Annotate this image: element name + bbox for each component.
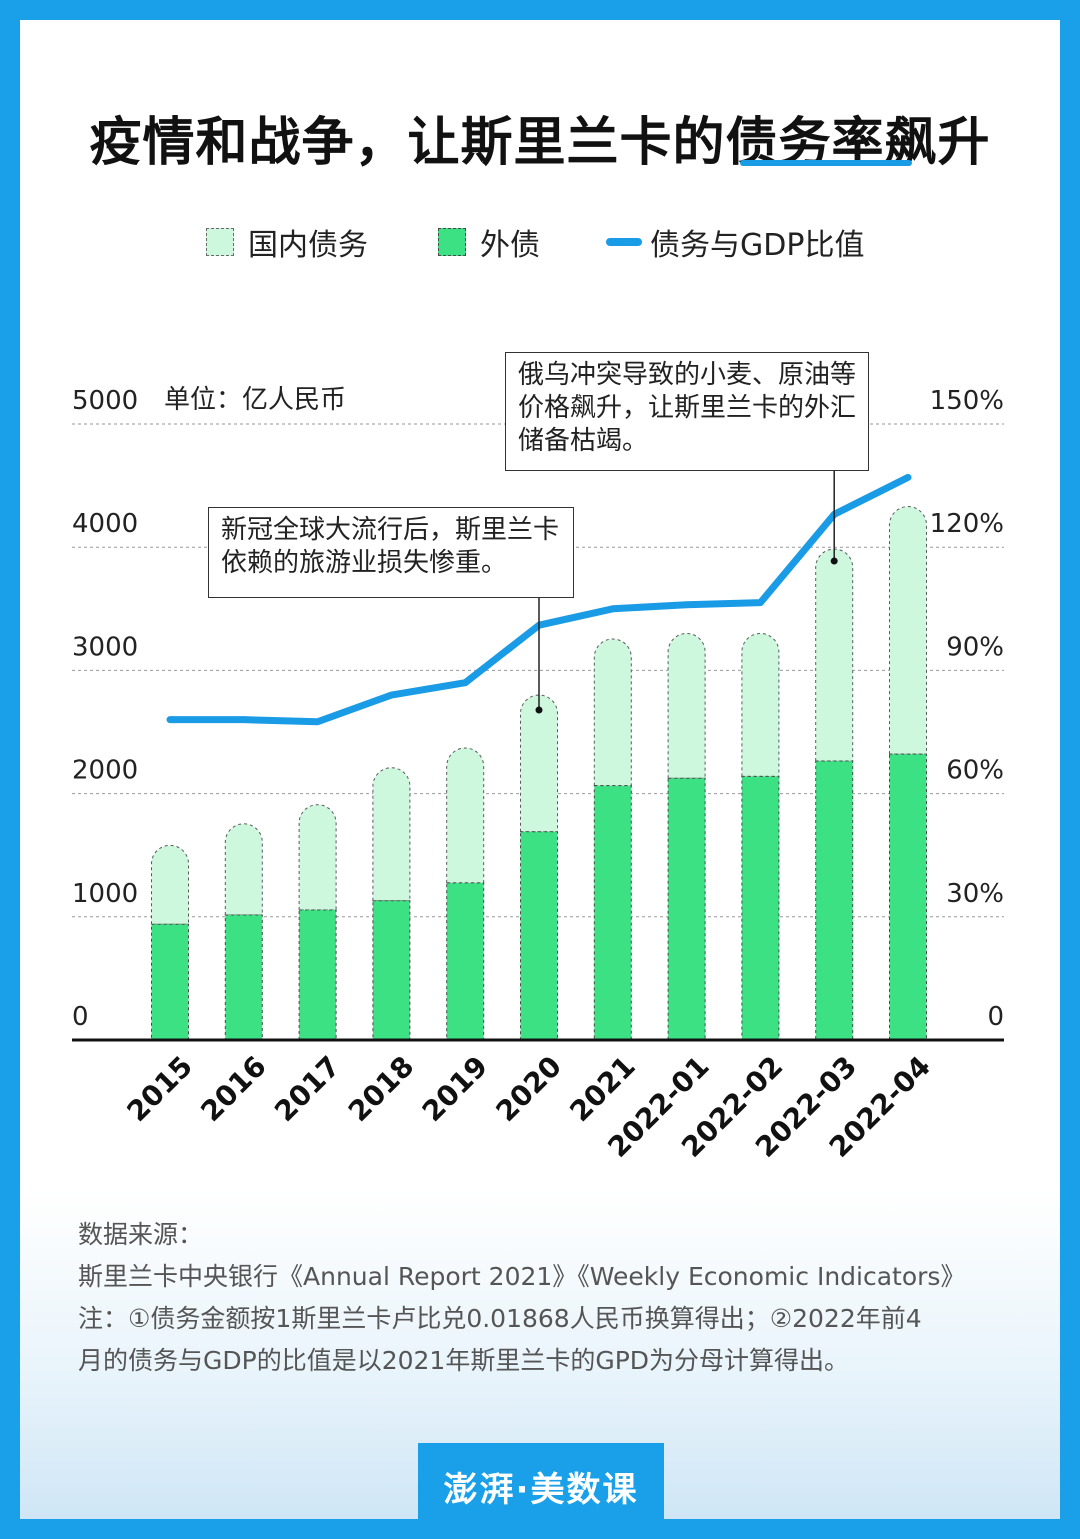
right-tick-label: 60% — [946, 756, 1004, 786]
legend-item-domestic: 国内债务 — [206, 222, 368, 263]
bar-domestic — [298, 804, 337, 911]
source-text: 斯里兰卡中央银行《Annual Report 2021》《Weekly Econ… — [78, 1262, 966, 1291]
bar-domestic — [741, 633, 780, 777]
legend-label-foreign: 外债 — [480, 228, 540, 263]
leader-dot-covid — [535, 706, 543, 714]
x-tick-label: 2019 — [416, 1050, 494, 1128]
right-tick-label: 90% — [946, 632, 1004, 662]
bar-domestic — [593, 638, 632, 787]
left-tick-label: 5000 — [72, 386, 138, 416]
source-label: 数据来源： — [78, 1220, 204, 1249]
legend-swatch-domestic — [206, 228, 234, 256]
bar-domestic — [224, 823, 263, 916]
title-highlight-underline — [740, 160, 912, 166]
bar-domestic — [372, 767, 411, 902]
bar-foreign — [446, 882, 485, 1041]
bar-foreign — [593, 785, 632, 1041]
annotation-leaders — [535, 471, 838, 714]
logo-badge: 澎湃·美数课 — [418, 1443, 664, 1529]
x-tick-label: 2017 — [268, 1050, 346, 1128]
bar-foreign — [298, 909, 337, 1041]
left-tick-label: 0 — [72, 1002, 89, 1032]
legend-label-domestic: 国内债务 — [248, 228, 368, 263]
bar-foreign — [667, 777, 706, 1041]
bar-domestic — [889, 506, 927, 755]
legend-label-ratio: 债务与GDP比值 — [650, 228, 865, 263]
legend-line-ratio — [606, 238, 642, 246]
bar-foreign — [151, 923, 189, 1041]
bar-domestic — [815, 548, 854, 762]
bar-foreign — [741, 775, 780, 1041]
bar-foreign — [889, 753, 927, 1041]
note-line-1: 注：①债务金额按1斯里兰卡卢比兑0.01868人民币换算得出；②2022年前4 — [78, 1304, 922, 1333]
x-tick-label: 2016 — [194, 1050, 272, 1128]
annotation-covid: 新冠全球大流行后，斯里兰卡依赖的旅游业损失惨重。 — [208, 507, 574, 598]
legend-item-foreign: 外债 — [438, 222, 540, 263]
debt-chart: 0 0 1000 30% 2000 60% 3000 90% 4000 120% 5000 150% 2… — [72, 385, 1004, 1164]
footer: 数据来源： 斯里兰卡中央银行《Annual Report 2021》《Weekl… — [78, 1214, 1038, 1382]
bar-domestic — [520, 694, 558, 833]
bar-domestic — [667, 633, 706, 779]
bar-foreign — [815, 760, 854, 1041]
right-tick-label: 150% — [930, 386, 1004, 416]
leader-dot-war — [830, 557, 838, 565]
legend-item-ratio: 债务与GDP比值 — [606, 222, 865, 263]
left-tick-label: 4000 — [72, 509, 138, 539]
x-tick-label: 2018 — [342, 1050, 420, 1128]
bar-foreign — [372, 900, 411, 1041]
x-tick-label: 2020 — [490, 1050, 568, 1128]
left-tick-label: 1000 — [72, 879, 138, 909]
legend: 国内债务 外债 债务与GDP比值 — [0, 222, 1080, 263]
left-tick-label: 2000 — [72, 756, 138, 786]
left-tick-label: 3000 — [72, 632, 138, 662]
bar-domestic — [446, 747, 485, 884]
bar-domestic — [151, 844, 189, 925]
bar-layer — [151, 506, 927, 1041]
legend-swatch-foreign — [438, 228, 466, 256]
note-line-2: 月的债务与GDP的比值是以2021年斯里兰卡的GPD为分母计算得出。 — [78, 1346, 850, 1375]
annotation-war: 俄乌冲突导致的小麦、原油等价格飙升，让斯里兰卡的外汇储备枯竭。 — [505, 352, 869, 471]
unit-label: 单位：亿人民币 — [164, 385, 346, 415]
right-tick-label: 30% — [946, 879, 1004, 909]
x-tick-label: 2015 — [121, 1050, 199, 1128]
right-tick-label: 120% — [930, 509, 1004, 539]
bar-foreign — [224, 914, 263, 1041]
bar-foreign — [520, 831, 558, 1041]
right-tick-label: 0 — [987, 1002, 1004, 1032]
logo-text: 澎湃·美数课 — [443, 1469, 639, 1510]
